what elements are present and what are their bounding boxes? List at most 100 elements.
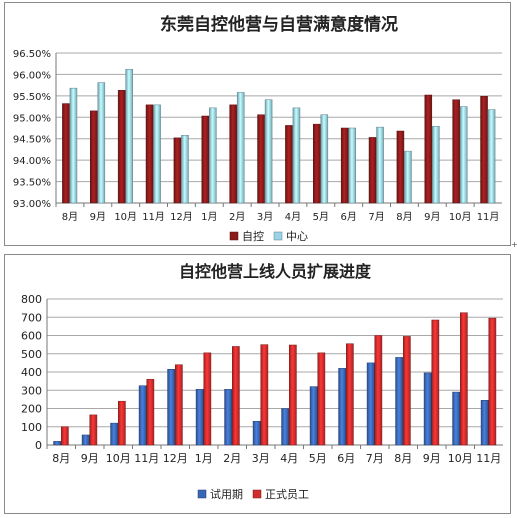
legend-swatch-试用期 — [197, 489, 207, 499]
bar-正式员工 — [175, 364, 183, 446]
legend-swatch-自控 — [229, 231, 239, 241]
bar-中心 — [459, 106, 468, 204]
bar-正式员工 — [346, 343, 354, 446]
bar-中心 — [404, 150, 412, 204]
bar-中心 — [292, 107, 301, 204]
bar-试用期 — [224, 389, 232, 446]
bar-自控 — [313, 123, 321, 204]
bar-自控 — [173, 137, 182, 204]
x-tick-label: 4月 — [280, 452, 298, 465]
legend-label-正式员工: 正式员工 — [265, 488, 309, 501]
satisfaction-chart-panel: 东莞自控他营与自营满意度情况 93.00% 93.50% 94.00% 94.50% 95… — [4, 2, 511, 246]
legend-label-自控: 自控 — [242, 229, 264, 243]
y-tick-label: 96.50% — [13, 49, 51, 60]
bar-中心 — [209, 107, 217, 204]
bar-自控 — [201, 115, 210, 204]
bar-正式员工 — [89, 414, 98, 446]
bar-试用期 — [423, 372, 432, 446]
bar-正式员工 — [431, 319, 440, 446]
bar-正式员工 — [317, 352, 326, 446]
bar-中心 — [432, 126, 440, 204]
bar-自控 — [480, 96, 488, 204]
bar-中心 — [487, 109, 496, 204]
y-tick-label: 94.00% — [13, 156, 51, 167]
bar-中心 — [264, 99, 273, 204]
bar-自控 — [62, 103, 70, 204]
x-tick-label: 6月 — [337, 452, 355, 465]
x-tick-label: 10月 — [114, 211, 137, 223]
bar-中心 — [348, 127, 356, 204]
bar-试用期 — [338, 368, 346, 446]
bar-中心 — [181, 135, 189, 204]
bar-试用期 — [366, 362, 375, 446]
y-tick-label: 95.50% — [13, 92, 51, 103]
x-tick-label: 12月 — [163, 452, 188, 465]
bar-试用期 — [395, 357, 403, 446]
y-tick-label: 93.50% — [13, 178, 51, 189]
x-tick-label: 10月 — [449, 211, 472, 223]
x-tick-label: 11月 — [134, 452, 159, 465]
x-tick-label: 9月 — [424, 211, 440, 223]
x-tick-label: 11月 — [477, 211, 500, 223]
y-tick-label: 600 — [21, 330, 42, 343]
y-tick-label: 800 — [21, 293, 42, 306]
chart-title: 自控他营上线人员扩展进度 — [179, 262, 372, 281]
bar-试用期 — [480, 400, 489, 446]
bar-自控 — [340, 127, 349, 204]
y-tick-label: 200 — [21, 403, 42, 416]
stray-plus-mark: + — [511, 240, 517, 249]
y-tick-label: 95.00% — [13, 113, 51, 124]
bar-试用期 — [167, 369, 175, 446]
x-tick-label: 11月 — [476, 452, 501, 465]
y-tick-label: 500 — [21, 348, 42, 361]
bar-试用期 — [195, 389, 204, 446]
bar-正式员工 — [146, 379, 155, 446]
x-tick-label: 9月 — [90, 211, 106, 223]
x-tick-label: 10月 — [106, 452, 131, 465]
bar-试用期 — [252, 421, 261, 446]
bar-中心 — [153, 104, 161, 204]
x-tick-label: 7月 — [368, 211, 384, 223]
bar-中心 — [97, 82, 106, 204]
x-tick-label: 1月 — [201, 211, 217, 223]
x-tick-label: 10月 — [448, 452, 473, 465]
y-tick-label: 400 — [21, 366, 42, 379]
bar-正式员工 — [118, 400, 126, 446]
x-tick-label: 8月 — [52, 452, 70, 465]
bar-试用期 — [53, 441, 62, 446]
bar-中心 — [376, 126, 384, 204]
bar-自控 — [145, 104, 154, 204]
staff-expansion-chart-panel: 自控他营上线人员扩展进度 0 100 200 300 400 500 600 700 800 8月 9… — [4, 254, 511, 514]
bar-自控 — [117, 90, 126, 204]
bar-试用期 — [309, 386, 318, 446]
bar-试用期 — [138, 385, 147, 446]
y-tick-label: 94.50% — [13, 135, 51, 146]
bar-正式员工 — [374, 335, 383, 446]
bar-自控 — [424, 94, 433, 204]
staff-expansion-chart: 自控他营上线人员扩展进度 0 100 200 300 400 500 600 700 800 8月 9… — [21, 262, 503, 501]
y-tick-label: 96.00% — [13, 70, 51, 81]
bar-试用期 — [110, 422, 119, 446]
bar-自控 — [285, 125, 293, 204]
y-tick-label: 700 — [21, 311, 42, 324]
bar-中心 — [69, 87, 78, 204]
legend-swatch-正式员工 — [252, 489, 262, 499]
x-tick-label: 5月 — [309, 452, 327, 465]
bar-自控 — [229, 104, 237, 204]
bar-正式员工 — [260, 344, 269, 446]
bar-正式员工 — [460, 312, 468, 446]
bar-试用期 — [281, 408, 289, 446]
bar-中心 — [125, 69, 133, 204]
bar-自控 — [452, 99, 460, 204]
x-tick-label: 1月 — [195, 452, 213, 465]
x-tick-label: 2月 — [229, 211, 245, 223]
y-tick-label: 100 — [21, 421, 42, 434]
legend-label-试用期: 试用期 — [210, 488, 243, 501]
x-tick-label: 9月 — [423, 452, 441, 465]
x-tick-label: 8月 — [62, 211, 78, 223]
satisfaction-chart: 东莞自控他营与自营满意度情况 93.00% 93.50% 94.00% 94.50% 95… — [13, 14, 502, 243]
legend-swatch-中心 — [273, 231, 283, 241]
y-tick-label: 93.00% — [13, 199, 51, 210]
x-tick-label: 5月 — [313, 211, 329, 223]
x-tick-label: 4月 — [285, 211, 301, 223]
